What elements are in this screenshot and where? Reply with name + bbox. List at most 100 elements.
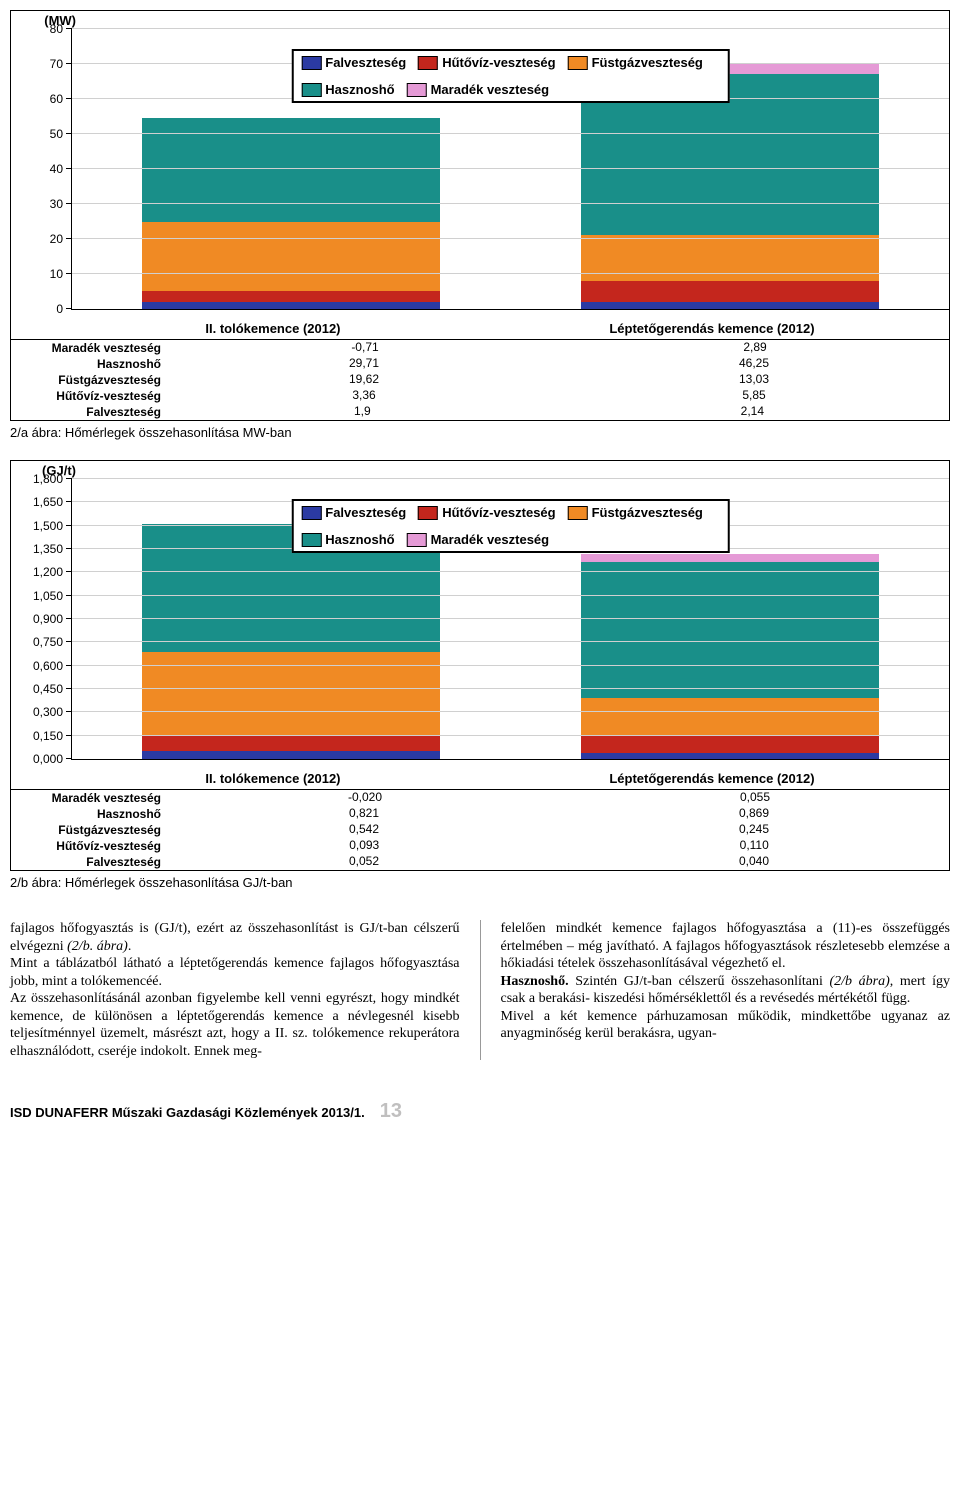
chart-a-legend: Falveszteség Hűtővíz-veszteség Füstgázvesz… xyxy=(291,49,730,103)
y-tick-label: 50 xyxy=(50,127,63,141)
y-tick-label: 0,900 xyxy=(33,612,63,626)
table-cell: 13,03 xyxy=(739,372,769,388)
table-cell: 2,14 xyxy=(741,404,764,420)
legend-label: Falveszteség xyxy=(325,55,406,70)
legend-label: Falveszteség xyxy=(325,505,406,520)
y-tick-label: 80 xyxy=(50,22,63,36)
table-row: Hasznoshő0,8210,869 xyxy=(11,806,949,822)
table-row-label: Hűtővíz-veszteség xyxy=(11,838,169,854)
chart-b-table: Maradék veszteség-0,0200,055Hasznoshő0,8… xyxy=(11,789,949,870)
legend-swatch xyxy=(301,56,321,70)
legend-swatch xyxy=(568,56,588,70)
chart-a-xlabels: II. tolókemence (2012)Léptetőgerendás ke… xyxy=(11,316,949,339)
bar-segment xyxy=(142,302,440,309)
table-row-label: Falveszteség xyxy=(11,854,169,870)
bar-segment xyxy=(581,281,879,301)
legend-swatch xyxy=(418,506,438,520)
y-tick-label: 1,050 xyxy=(33,589,63,603)
y-tick-label: 1,800 xyxy=(33,472,63,486)
table-cell: 0,040 xyxy=(739,854,769,870)
table-cell: 0,542 xyxy=(349,822,379,838)
table-row-label: Hasznoshő xyxy=(11,356,169,372)
legend-item: Maradék veszteség xyxy=(407,82,550,97)
legend-label: Hasznoshő xyxy=(325,532,394,547)
table-row-label: Falveszteség xyxy=(11,404,169,420)
chart-a-yaxis: (MW) 01020304050607080 xyxy=(11,11,71,316)
bar-segment xyxy=(581,302,879,309)
table-row: Füstgázveszteség 19,62 13,03 xyxy=(11,372,949,388)
table-row-label: Füstgázveszteség xyxy=(11,372,169,388)
table-cell: 29,71 xyxy=(349,356,379,372)
y-tick-label: 30 xyxy=(50,197,63,211)
body-column-left: fajlagos hőfogyasztás is (GJ/t), ezért a… xyxy=(10,920,460,1060)
chart-b-legend: Falveszteség Hűtővíz-veszteség Füstgázvesz… xyxy=(291,499,730,553)
paragraph: fajlagos hőfogyasztás is (GJ/t), ezért a… xyxy=(10,920,460,955)
table-row: Hűtővíz-veszteség0,0930,110 xyxy=(11,838,949,854)
y-tick-label: 20 xyxy=(50,232,63,246)
table-row: Hasznoshő29,7146,25 xyxy=(11,356,949,372)
table-cell: 2,89 xyxy=(743,340,766,356)
x-tick-label: II. tolókemence (2012) xyxy=(205,771,340,786)
bar-segment xyxy=(581,235,879,281)
bar-segment xyxy=(581,562,879,697)
chart-b-container: (GJ/t) 0,0000,1500,3000,4500,6000,7500,9… xyxy=(10,460,950,871)
table-cell: 0,869 xyxy=(739,806,769,822)
y-tick-label: 0,450 xyxy=(33,682,63,696)
x-tick-label: II. tolókemence (2012) xyxy=(205,321,340,336)
y-tick-label: 0,150 xyxy=(33,729,63,743)
legend-item: Hűtővíz-veszteség xyxy=(418,505,555,520)
table-cell: 0,093 xyxy=(349,838,379,854)
y-tick-label: 0,300 xyxy=(33,705,63,719)
chart-a-plot: Falveszteség Hűtővíz-veszteség Füstgázvesz… xyxy=(71,29,949,310)
legend-label: Maradék veszteség xyxy=(431,532,550,547)
y-tick-label: 40 xyxy=(50,162,63,176)
table-cell: 1,9 xyxy=(354,404,371,420)
footer-page-number: 13 xyxy=(380,1100,402,1123)
chart-b-plot: Falveszteség Hűtővíz-veszteség Füstgázvesz… xyxy=(71,479,949,760)
table-cell: -0,020 xyxy=(348,790,382,806)
legend-label: Füstgázveszteség xyxy=(592,55,703,70)
legend-item: Hűtővíz-veszteség xyxy=(418,55,555,70)
table-cell: 19,62 xyxy=(349,372,379,388)
bar-segment xyxy=(581,736,879,753)
table-row-label: Maradék veszteség xyxy=(11,790,169,806)
legend-label: Füstgázveszteség xyxy=(592,505,703,520)
bar-segment xyxy=(142,222,440,291)
legend-item: Hasznoshő xyxy=(301,82,394,97)
paragraph: felelően mindkét kemence fajlagos hőfogy… xyxy=(501,920,951,973)
legend-item: Füstgázveszteség xyxy=(568,505,703,520)
bar-segment xyxy=(142,751,440,759)
y-tick-label: 1,650 xyxy=(33,495,63,509)
legend-item: Füstgázveszteség xyxy=(568,55,703,70)
table-cell: 0,055 xyxy=(740,790,770,806)
chart-a-table: Maradék veszteség-0,712,89Hasznoshő29,71… xyxy=(11,339,949,420)
y-tick-label: 0,000 xyxy=(33,752,63,766)
footer-title: ISD DUNAFERR Műszaki Gazdasági Közlemény… xyxy=(10,1105,365,1120)
x-tick-label: Léptetőgerendás kemence (2012) xyxy=(609,771,814,786)
y-tick-label: 10 xyxy=(50,267,63,281)
y-tick-label: 1,200 xyxy=(33,565,63,579)
paragraph: Hasznoshő. Szintén GJ/t-ban célszerű öss… xyxy=(501,973,951,1008)
y-tick-label: 1,500 xyxy=(33,519,63,533)
table-row: Maradék veszteség -0,020 0,055 xyxy=(11,790,949,806)
legend-label: Hűtővíz-veszteség xyxy=(442,55,555,70)
table-cell: 5,85 xyxy=(742,388,765,404)
legend-label: Maradék veszteség xyxy=(431,82,550,97)
caption-b: 2/b ábra: Hőmérlegek összehasonlítása GJ… xyxy=(10,875,950,890)
legend-swatch xyxy=(301,533,321,547)
y-tick-label: 0,600 xyxy=(33,659,63,673)
paragraph: Mivel a két kemence párhuzamosan működik… xyxy=(501,1008,951,1043)
bar-stack xyxy=(142,118,440,309)
bar-segment xyxy=(581,554,879,563)
table-row: Falveszteség0,0520,040 xyxy=(11,854,949,870)
table-cell: 0,821 xyxy=(349,806,379,822)
bar-segment xyxy=(581,698,879,736)
table-row-label: Hűtővíz-veszteség xyxy=(11,388,169,404)
table-row: Falveszteség 1,9 2,14 xyxy=(11,404,949,420)
y-tick-label: 1,350 xyxy=(33,542,63,556)
legend-item: Hasznoshő xyxy=(301,532,394,547)
legend-item: Falveszteség xyxy=(301,505,406,520)
legend-item: Maradék veszteség xyxy=(407,532,550,547)
chart-b-xlabels: II. tolókemence (2012) Léptetőgerendás ke… xyxy=(11,766,949,789)
body-column-right: felelően mindkét kemence fajlagos hőfogy… xyxy=(501,920,951,1060)
